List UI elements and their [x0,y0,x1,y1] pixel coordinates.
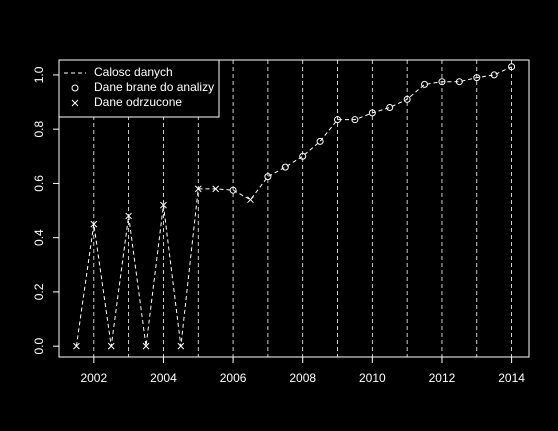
data-point [90,220,98,228]
data-point [247,196,254,204]
x-tick-label: 2008 [289,371,316,385]
y-tick-label: 0.2 [32,283,46,300]
data-point [490,71,498,79]
y-tick-label: 0.6 [32,175,46,192]
data-point [142,342,150,350]
y-tick-label: 0.0 [32,337,46,354]
x-tick-label: 2006 [220,371,247,385]
legend-key [71,84,79,92]
legend-label: Dane brane do analizy [94,80,214,94]
legend-key [71,99,79,107]
plot-box [58,59,530,358]
legend-box [58,59,220,118]
x-tick-label: 2014 [498,371,525,385]
legend-label: Calosc danych [94,65,173,79]
data-point [386,103,394,111]
data-point [299,152,307,160]
x-tick-label: 2002 [80,371,107,385]
data-point [125,212,132,220]
data-point [107,342,115,350]
data-point [281,163,289,171]
data-point [351,116,359,124]
data-point [438,78,446,86]
data-point [160,201,167,209]
data-point [403,95,411,103]
legend-label: Dane odrzucone [94,95,182,109]
data-point [508,63,516,71]
data-point [455,78,463,86]
y-tick-label: 0.4 [32,229,46,246]
data-point [473,74,481,82]
data-point [316,137,324,145]
y-tick-label: 1.0 [32,66,46,83]
y-tick-label: 0.8 [32,121,46,138]
data-point [334,116,342,124]
data-point [229,186,237,194]
data-point [177,342,185,350]
data-point [73,342,80,350]
data-point [264,173,272,181]
data-point [212,185,220,193]
data-line [75,66,512,347]
x-tick-label: 2012 [429,371,456,385]
data-point [194,185,202,193]
data-point [421,80,429,88]
data-point [368,109,376,117]
x-tick-label: 2004 [150,371,177,385]
x-tick-label: 2010 [359,371,386,385]
